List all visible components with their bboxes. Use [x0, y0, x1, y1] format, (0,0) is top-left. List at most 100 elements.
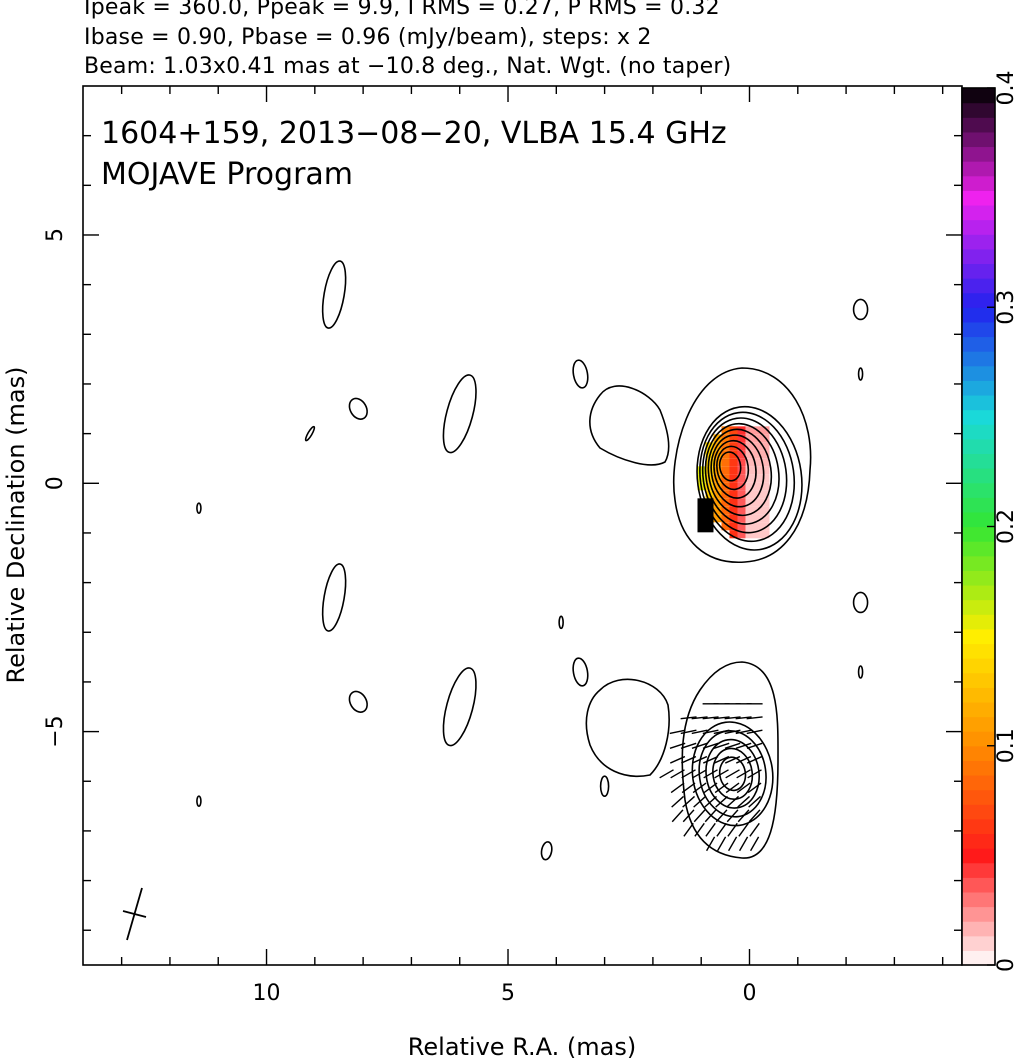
evpa-vector	[713, 742, 730, 749]
colorbar-step	[962, 614, 995, 630]
polarization-pixel	[745, 498, 754, 507]
contour-noise	[321, 260, 347, 329]
polarization-pixel	[737, 450, 746, 459]
polarization-pixel	[737, 458, 746, 467]
colorbar: 0 0.1 0.2 0.3 0.4	[961, 71, 1019, 972]
polarization-pixel	[737, 466, 746, 475]
colorbar-step	[962, 833, 995, 849]
contour-noise	[348, 397, 368, 420]
colorbar-step	[962, 862, 995, 878]
colorbar-step	[962, 161, 995, 177]
polarization-pixel	[753, 442, 762, 451]
polarization-pixel	[753, 514, 762, 523]
polarization-pixel	[745, 482, 754, 491]
evpa-vector	[738, 822, 749, 837]
contour-noise	[442, 667, 477, 747]
evpa-vector	[702, 742, 719, 749]
colorbar-step	[962, 906, 995, 922]
evpa-vector	[737, 795, 751, 808]
contour-level-lower	[718, 756, 747, 792]
polarization-pixel	[713, 450, 722, 459]
evpa-vector	[749, 822, 760, 837]
polarization-pixel	[721, 450, 730, 459]
evpa-vector	[724, 716, 741, 720]
contour-noise	[852, 591, 869, 614]
evpa-vector	[680, 729, 697, 735]
evpa-vector	[725, 769, 740, 779]
tick-labels: 10 5 0 5 0 −5	[43, 228, 756, 1006]
evpa-vector	[683, 822, 694, 837]
evpa-vector	[727, 836, 738, 852]
header-line-1: Ipeak = 360.0, Ppeak = 9.9, I RMS = 0.27…	[84, 0, 720, 20]
polarization-pixel	[729, 450, 738, 459]
polarization-pixel	[697, 474, 706, 483]
polarization-pixel	[721, 498, 730, 507]
evpa-vector	[746, 755, 763, 764]
contour-noise	[196, 795, 202, 807]
colorbar-step	[962, 877, 995, 893]
colorbar-step	[962, 175, 995, 191]
colorbar-step	[962, 468, 995, 484]
evpa-vector	[704, 795, 718, 808]
polarization-pixel	[745, 530, 754, 539]
polarization-pixel	[729, 458, 738, 467]
polarization-pixel	[745, 458, 754, 467]
evpa-vector	[716, 836, 727, 852]
polarization-pixel	[713, 490, 722, 499]
polarization-pixel	[761, 530, 770, 539]
evpa-vector	[692, 782, 707, 794]
evpa-vector	[713, 729, 730, 735]
polarization-pixel	[737, 498, 746, 507]
evpa-vector	[746, 716, 763, 720]
contour-layer	[196, 260, 869, 861]
evpa-vector	[715, 809, 728, 823]
polarization-pixel	[729, 530, 738, 539]
polarization-pixel	[697, 466, 706, 475]
polarization-pixel	[753, 482, 762, 491]
colorbar-step	[962, 438, 995, 455]
y-tick-label: −5	[43, 715, 68, 747]
contour-level-upper	[707, 428, 773, 517]
evpa-vector	[705, 836, 716, 852]
colorbar-step	[962, 131, 995, 148]
contour-level-upper	[716, 445, 750, 491]
evpa-vector	[736, 782, 751, 794]
colorbar-step	[962, 321, 995, 338]
beam-minor-axis	[122, 910, 147, 918]
contour-noise	[572, 359, 589, 389]
x-tick-label: 0	[742, 981, 756, 1006]
evpa-vector	[724, 729, 741, 735]
polarization-pixel	[761, 426, 770, 435]
colorbar-step	[962, 526, 995, 542]
polarization-pixel	[721, 466, 730, 475]
evpa-vector	[682, 809, 695, 823]
polarization-pixel	[753, 490, 762, 499]
colorbar-step	[962, 716, 995, 732]
colorbar-step	[962, 687, 995, 703]
evpa-vector	[670, 769, 685, 779]
colorbar-step	[962, 263, 995, 279]
evpa-vector	[724, 755, 741, 764]
evpa-vector	[746, 742, 763, 749]
evpa-vector	[669, 729, 686, 735]
polarization-pixel	[721, 506, 730, 515]
evpa-vector	[691, 755, 708, 764]
colorbar-step	[962, 658, 995, 674]
polarization-pixel	[745, 466, 754, 475]
polarization-pixel	[721, 442, 730, 451]
evpa-vector	[724, 742, 741, 749]
evpa-vector	[693, 809, 706, 823]
colorbar-step	[962, 248, 995, 264]
polarization-pixel	[737, 522, 746, 531]
polarization-pixel	[753, 522, 762, 531]
polarization-pixel	[737, 474, 746, 483]
colorbar-step	[962, 482, 995, 498]
polarization-pixel	[761, 498, 770, 507]
contour-jet-upper	[589, 385, 670, 466]
colorbar-step	[962, 584, 995, 601]
colorbar-step	[962, 497, 995, 513]
colorbar-step	[962, 511, 995, 528]
polarization-pixel	[745, 474, 754, 483]
polarization-pixel	[753, 450, 762, 459]
evpa-vector	[669, 755, 686, 764]
